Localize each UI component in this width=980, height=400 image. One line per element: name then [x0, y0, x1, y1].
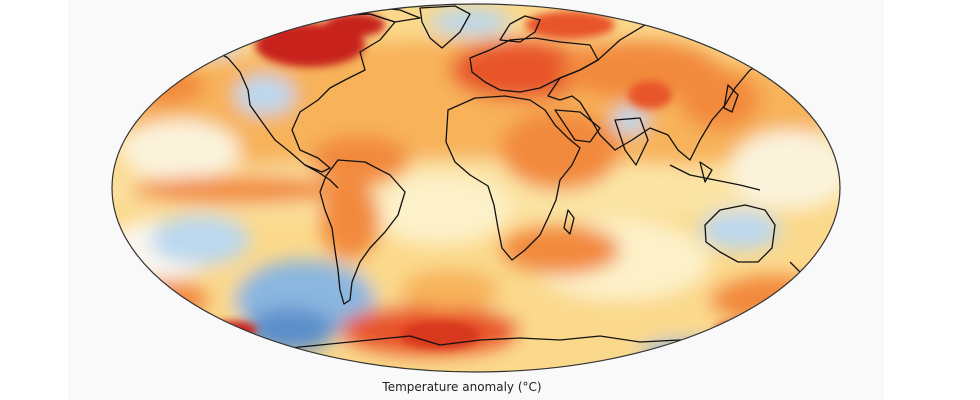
- strong-warm-beaufort: [230, 12, 290, 28]
- warm-anomaly-north-pacific: [115, 65, 205, 105]
- cool-anomaly-greenland-sea: [430, 8, 510, 36]
- anomaly-regions: [112, 8, 840, 364]
- warm-anomaly-mid-south-atlantic: [400, 270, 500, 310]
- coastline-arabia: [554, 109, 601, 143]
- legend-caption: Temperature anomaly (°C): [382, 380, 542, 394]
- warm-anomaly-tasman-sea: [710, 275, 830, 325]
- coastline-south-america: [319, 159, 406, 305]
- coastline-africa: [445, 95, 581, 261]
- warm-anomaly-siberia: [560, 40, 720, 100]
- strong-warm-far-southeast: [715, 321, 775, 339]
- coastline-indonesia: [669, 164, 761, 191]
- coastline-antarctica: [249, 335, 761, 353]
- coastlines: [213, 5, 801, 353]
- coastline-japan: [723, 84, 739, 113]
- warm-anomaly-east-asia: [680, 70, 760, 130]
- warm-anomaly-equatorial-pacific: [130, 176, 350, 204]
- cool-anomaly-central-asia: [612, 106, 648, 134]
- cool-anomaly-antarctic-coast: [640, 340, 760, 364]
- warm-anomaly-south-america: [320, 180, 380, 260]
- coastline-madagascar: [563, 209, 575, 235]
- coastline-australia: [704, 204, 776, 263]
- map-panel: [68, 0, 884, 400]
- coastline-india: [614, 117, 649, 166]
- coastline-greenland: [419, 5, 471, 49]
- temperature-anomaly-map: [111, 3, 841, 373]
- anomaly-field: [112, 4, 840, 372]
- cool-anomaly-east-pacific: [150, 215, 250, 265]
- cool-anomaly-australia: [700, 210, 780, 250]
- pale-patch-south-atlantic: [370, 175, 510, 245]
- warm-anomaly-africa: [500, 110, 620, 190]
- warm-anomaly-far-south-pacific: [130, 280, 210, 320]
- warm-anomaly-south-indian-ocean: [500, 225, 620, 275]
- strong-warm-barents: [525, 11, 615, 39]
- pale-patch-west-pacific: [730, 130, 840, 210]
- strong-warm-mongolia: [628, 81, 672, 109]
- strong-warm-arctic-canada: [325, 13, 385, 37]
- coastline-borneo: [699, 161, 713, 183]
- globe-outline: [111, 3, 841, 373]
- coastline-central-america: [304, 164, 339, 189]
- coastline-scandinavia: [499, 15, 541, 43]
- cool-anomaly-alaska: [190, 35, 240, 55]
- pale-patch-north-pacific: [120, 120, 240, 180]
- strong-warm-far-southwest: [207, 321, 257, 339]
